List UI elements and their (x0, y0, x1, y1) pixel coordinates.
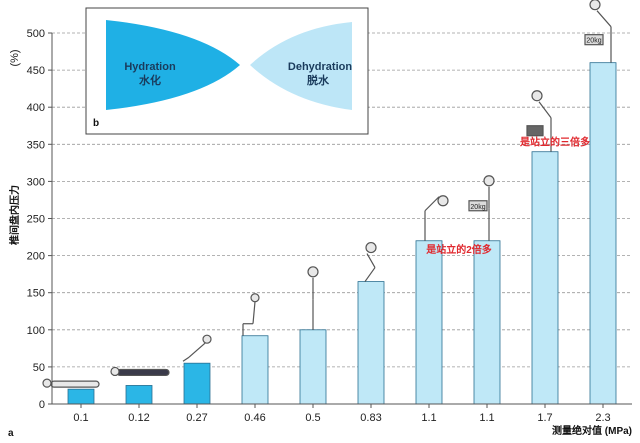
bars (67, 62, 617, 405)
y-tick-label: 50 (33, 362, 45, 374)
x-tick-label: 0.12 (128, 412, 149, 424)
hydration-shape (106, 20, 240, 110)
y-tick-labels: 0 50 100 150 200 250 300 350 400 450 500 (27, 28, 52, 411)
dehydration-sub: 脱水 (307, 73, 330, 87)
posture-figure (242, 293, 260, 336)
y-tick-label: 450 (27, 65, 45, 77)
bar (183, 362, 211, 405)
x-tick-label: 1.1 (479, 412, 494, 424)
x-tick-label: 1.7 (537, 412, 552, 424)
posture-figure (424, 195, 449, 241)
y-tick-label: 400 (27, 102, 45, 114)
posture-figure (526, 90, 552, 152)
y-tick-label: 150 (27, 288, 45, 300)
x-tick-label: 0.27 (186, 412, 207, 424)
bar (589, 62, 617, 405)
hydration-sub: 水化 (139, 73, 161, 87)
x-tick-label: 0.46 (244, 412, 265, 424)
bar (241, 335, 269, 405)
posture-figure (307, 266, 319, 330)
posture-figure (364, 241, 377, 282)
bar (357, 281, 385, 405)
x-tick-labels: 0.1 0.12 0.27 0.46 0.5 0.83 1.1 1.1 1.7 2.3 (73, 404, 611, 424)
posture-figure (42, 378, 100, 388)
dehydration-shape (250, 22, 352, 110)
bar (67, 388, 95, 405)
hydration-title: Hydration (124, 61, 176, 73)
y-tick-label: 250 (27, 214, 45, 226)
y-tick-label: 100 (27, 325, 45, 337)
annotations: 是站立的2倍多是站立的三倍多是站立的4倍多 (425, 136, 590, 256)
posture-figure (468, 175, 495, 241)
x-tick-label: 2.3 (595, 412, 610, 424)
posture-figures: 20kg 20kg (42, 0, 612, 388)
bar (415, 240, 443, 405)
hydration-inset: Hydration 水化 Dehydration 脱水 b (85, 7, 369, 135)
bar (299, 329, 327, 405)
y-axis-unit: (%) (9, 49, 21, 66)
bar (531, 151, 559, 405)
annotation-text: 是站立的2倍多 (425, 243, 492, 256)
x-tick-label: 0.5 (305, 412, 320, 424)
y-tick-label: 500 (27, 28, 45, 40)
x-tick-label: 0.1 (73, 412, 88, 424)
dehydration-title: Dehydration (288, 61, 352, 73)
y-tick-label: 300 (27, 176, 45, 188)
annotation-text: 是站立的三倍多 (519, 136, 590, 149)
posture-figure (584, 0, 612, 63)
weight-label: 20kg (586, 38, 601, 45)
y-axis-label: 椎间盘内压力 (8, 185, 21, 246)
bar (473, 240, 501, 405)
x-axis-label: 测量绝对值 (MPa) (552, 424, 632, 437)
y-tick-label: 200 (27, 251, 45, 263)
bar (125, 385, 153, 405)
weight-label: 20kg (470, 204, 485, 211)
posture-figure (182, 334, 212, 362)
panel-b-letter: b (93, 118, 99, 129)
y-tick-label: 350 (27, 139, 45, 151)
posture-figure (110, 366, 170, 377)
x-tick-label: 1.1 (421, 412, 436, 424)
panel-a-letter: a (8, 428, 14, 439)
x-tick-label: 0.83 (360, 412, 381, 424)
y-tick-label: 0 (39, 399, 45, 411)
